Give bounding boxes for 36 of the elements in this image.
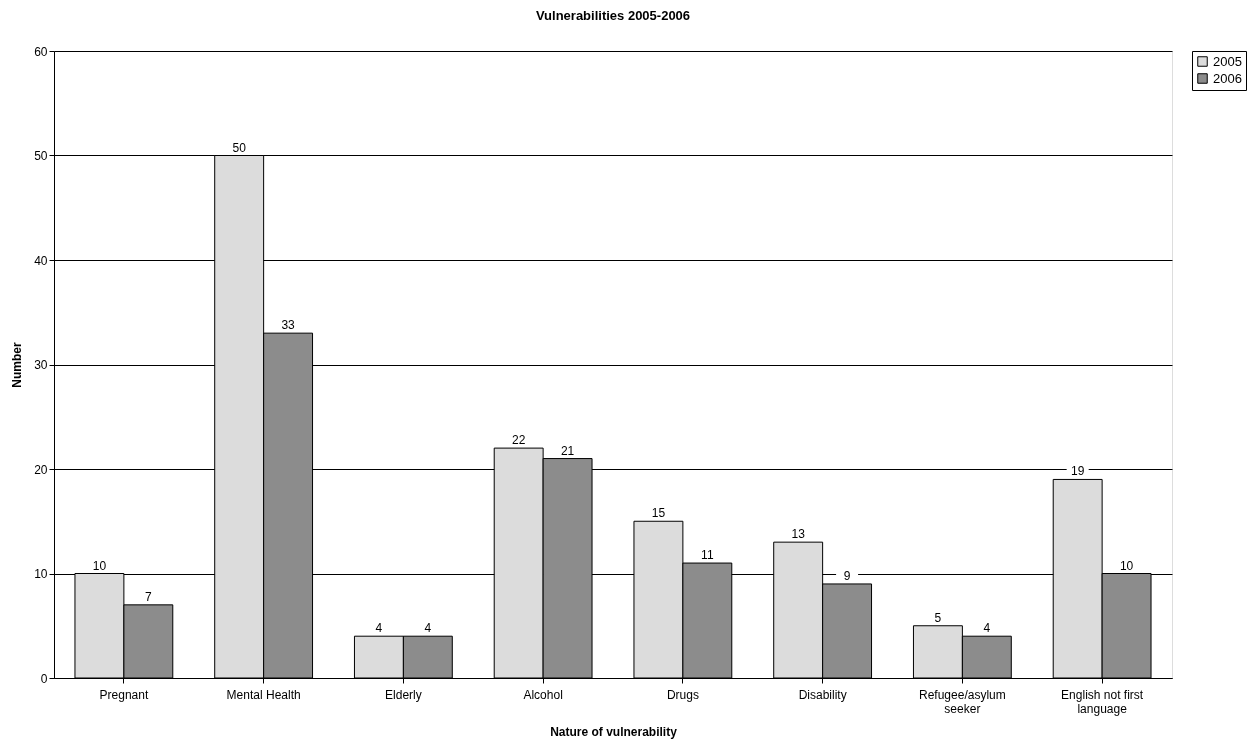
y-axis-title: Number [10,342,25,388]
data-label: 11 [701,548,714,563]
data-label: 10 [1119,558,1134,573]
y-tick-label: 10 [34,567,48,581]
x-tick-label: Mental Health [226,687,301,702]
data-label: 13 [791,527,806,542]
y-tick-label: 60 [34,44,48,59]
y-tick-label: 50 [34,149,48,163]
x-axis-title: Nature of vulnerability [550,724,678,739]
data-label: 10 [92,558,107,573]
data-label: 22 [511,433,526,448]
x-tick-label: Refugee/asylum seeker [919,687,1006,716]
y-tick-label: 20 [34,462,48,477]
x-tick-label: Drugs [666,687,699,702]
data-label: 15 [651,506,666,521]
chart-title: Vulnerabilities 2005-2006 [535,8,691,23]
data-label: 5 [934,610,942,625]
legend-label: 2006 [1213,70,1242,86]
legend-label: 2005 [1213,53,1242,69]
y-tick-label: 0 [40,671,48,686]
data-label: 33 [281,318,296,333]
data-label: 50 [232,140,247,155]
x-tick-label: Disability [798,687,847,702]
data-label: 4 [375,621,383,636]
data-label: 7 [144,589,152,604]
data-label: 21 [560,443,575,458]
x-tick-label: Alcohol [523,687,563,702]
data-label: 4 [424,621,432,636]
y-tick-label: 30 [34,358,48,372]
data-label: 9 [843,568,851,583]
data-label: 4 [983,621,991,636]
y-tick-label: 40 [34,253,48,268]
x-tick-label: Pregnant [99,687,149,702]
x-tick-label: Elderly [385,687,422,702]
x-tick-label: English not first language [1061,687,1144,716]
data-label: 19 [1070,464,1085,479]
